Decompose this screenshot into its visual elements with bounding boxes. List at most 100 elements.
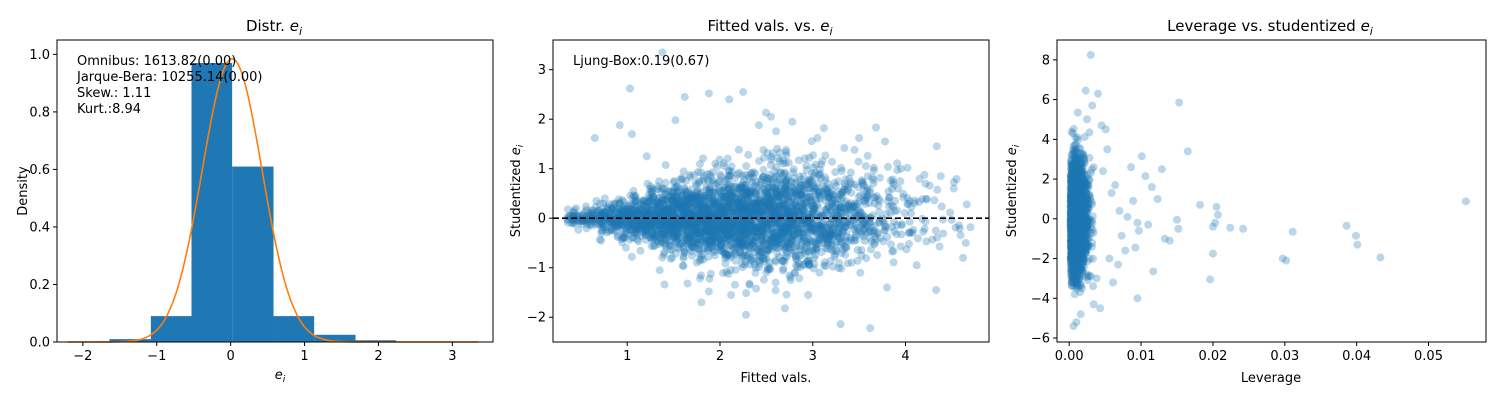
fitted-point bbox=[619, 197, 628, 206]
fitted-point bbox=[775, 238, 784, 247]
fitted-point bbox=[697, 271, 705, 280]
fitted-point bbox=[659, 200, 668, 209]
fitted-point bbox=[677, 203, 686, 211]
fitted-point bbox=[709, 219, 718, 228]
fitted-point bbox=[880, 226, 889, 235]
fitted-point bbox=[799, 184, 808, 193]
fitted-point bbox=[714, 224, 722, 233]
fitted-point bbox=[661, 215, 670, 224]
fitted-point bbox=[853, 200, 862, 208]
fitted-point bbox=[812, 244, 821, 253]
fitted-point bbox=[798, 208, 807, 217]
fitted-point bbox=[782, 205, 791, 214]
fitted-point bbox=[698, 206, 707, 215]
fitted-point bbox=[622, 230, 631, 238]
fitted-point bbox=[788, 201, 797, 210]
fitted-point bbox=[683, 206, 692, 214]
fitted-point bbox=[624, 208, 633, 217]
fitted-point bbox=[659, 207, 668, 216]
fitted-point bbox=[650, 241, 659, 250]
fitted-point bbox=[859, 178, 867, 187]
fitted-point bbox=[751, 268, 760, 277]
fitted-point bbox=[709, 214, 718, 223]
fitted-point bbox=[806, 237, 815, 246]
fitted-point bbox=[736, 248, 744, 257]
fitted-point bbox=[736, 240, 745, 249]
fitted-point bbox=[722, 237, 731, 246]
fitted-point bbox=[637, 222, 646, 231]
fitted-point bbox=[654, 231, 663, 240]
fitted-point bbox=[708, 176, 717, 185]
fitted-point bbox=[876, 234, 885, 242]
fitted-point bbox=[607, 205, 615, 214]
fitted-point bbox=[775, 225, 784, 234]
fitted-point bbox=[777, 230, 786, 239]
fitted-point bbox=[692, 239, 701, 247]
fitted-point bbox=[756, 180, 765, 189]
fitted-point bbox=[721, 230, 729, 239]
fitted-point bbox=[723, 192, 732, 201]
fitted-point bbox=[596, 218, 605, 227]
fitted-point bbox=[615, 207, 624, 216]
fitted-point bbox=[712, 201, 721, 210]
fitted-point bbox=[627, 217, 636, 226]
fitted-point bbox=[703, 170, 712, 179]
fitted-point bbox=[585, 208, 594, 217]
fitted-point bbox=[847, 188, 856, 197]
histogram-title: Distr. ei bbox=[246, 17, 302, 38]
fitted-point bbox=[744, 229, 753, 238]
fitted-point bbox=[823, 234, 832, 243]
fitted-point bbox=[803, 219, 812, 228]
fitted-point bbox=[582, 205, 591, 214]
fitted-point bbox=[702, 226, 711, 235]
fitted-point bbox=[646, 222, 655, 231]
histogram-bar bbox=[355, 340, 397, 342]
fitted-point bbox=[772, 127, 781, 136]
fitted-point bbox=[693, 200, 702, 209]
fitted-point bbox=[678, 205, 687, 213]
fitted-point bbox=[745, 172, 753, 181]
fitted-point bbox=[655, 222, 664, 231]
fitted-point bbox=[811, 160, 820, 169]
fitted-point bbox=[720, 201, 729, 210]
fitted-point bbox=[762, 207, 771, 216]
fitted-point bbox=[647, 213, 656, 222]
fitted-point bbox=[918, 195, 927, 204]
fitted-point bbox=[679, 254, 688, 263]
fitted-point bbox=[855, 205, 864, 214]
fitted-point bbox=[712, 198, 720, 207]
fitted-point bbox=[775, 198, 784, 207]
fitted-point bbox=[695, 245, 704, 254]
fitted-point bbox=[756, 207, 765, 216]
fitted-point bbox=[699, 238, 708, 247]
fitted-point bbox=[648, 200, 657, 209]
fitted-point bbox=[836, 320, 845, 329]
fitted-point bbox=[831, 181, 840, 190]
fitted-point bbox=[591, 203, 600, 211]
fitted-point bbox=[657, 184, 666, 193]
fitted-point bbox=[713, 162, 722, 171]
fitted-point bbox=[692, 199, 701, 208]
fitted-y-tick-label: −1 bbox=[527, 261, 546, 276]
fitted-point bbox=[665, 224, 674, 233]
fitted-point bbox=[759, 231, 768, 240]
fitted-point bbox=[952, 175, 961, 183]
fitted-point bbox=[784, 233, 793, 242]
fitted-point bbox=[665, 205, 674, 214]
fitted-point bbox=[681, 234, 690, 243]
fitted-point bbox=[789, 206, 798, 215]
fitted-point bbox=[654, 182, 663, 191]
fitted-point bbox=[757, 226, 765, 235]
fitted-point bbox=[675, 219, 684, 228]
fitted-point bbox=[618, 207, 627, 216]
fitted-point bbox=[773, 144, 782, 153]
fitted-point bbox=[788, 221, 797, 229]
fitted-point bbox=[646, 206, 654, 215]
fitted-point bbox=[790, 211, 799, 220]
fitted-point bbox=[661, 241, 670, 249]
fitted-point bbox=[756, 206, 764, 215]
fitted-point bbox=[741, 219, 750, 228]
fitted-point bbox=[711, 221, 719, 229]
fitted-point bbox=[733, 195, 742, 204]
fitted-point bbox=[774, 219, 783, 227]
